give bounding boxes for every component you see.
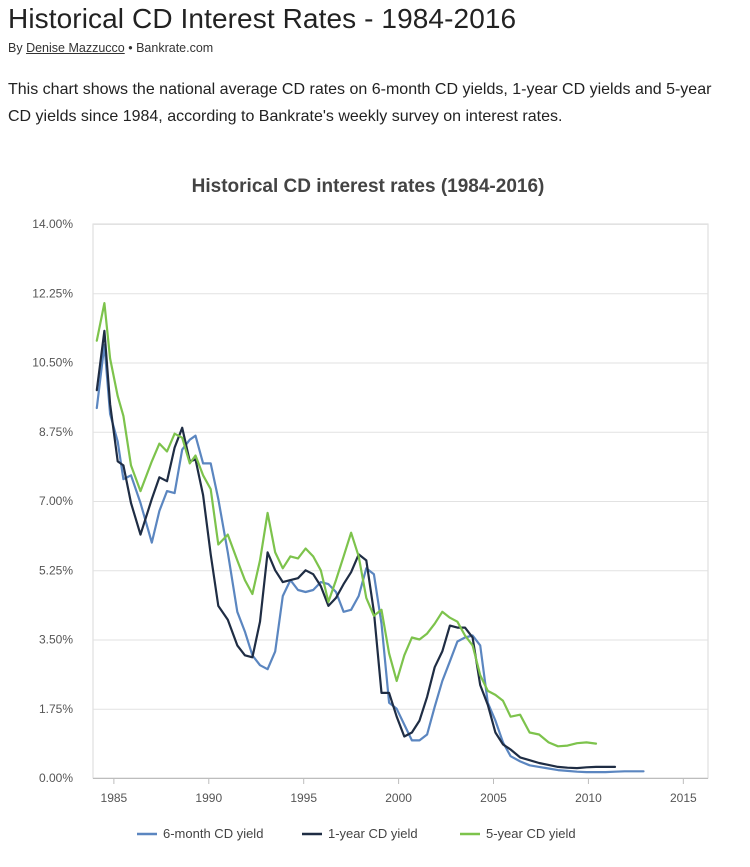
series-line-1 <box>95 343 645 774</box>
series-line-2 <box>95 329 617 770</box>
x-tick-label: 1985 <box>101 791 128 805</box>
x-tick-label: 2015 <box>670 791 697 805</box>
intro-paragraph: This chart shows the national average CD… <box>8 81 712 125</box>
y-tick-label: 14.00% <box>32 217 73 231</box>
byline-separator: • <box>128 41 133 55</box>
x-tick-label: 2010 <box>575 791 602 805</box>
legend-label-2[interactable]: 1-year CD yield <box>328 826 418 841</box>
y-tick-label: 3.50% <box>39 633 73 647</box>
x-tick-label: 2005 <box>480 791 507 805</box>
legend-label-1[interactable]: 6-month CD yield <box>163 826 263 841</box>
y-tick-label: 0.00% <box>39 771 73 785</box>
line-chart: Historical CD interest rates (1984-2016)… <box>32 176 709 841</box>
y-tick-label: 5.25% <box>39 563 73 577</box>
x-tick-label: 1990 <box>195 791 222 805</box>
x-tick-label: 1995 <box>290 791 317 805</box>
chart-title: Historical CD interest rates (1984-2016) <box>192 176 545 197</box>
byline-prefix: By <box>8 41 23 55</box>
author-link[interactable]: Denise Mazzucco <box>26 41 125 55</box>
y-tick-label: 8.75% <box>39 425 73 439</box>
y-tick-label: 10.50% <box>32 356 73 370</box>
page-title: Historical CD Interest Rates - 1984-2016 <box>8 3 517 34</box>
byline: By Denise Mazzucco • Bankrate.com <box>8 41 213 55</box>
y-tick-label: 12.25% <box>32 286 73 300</box>
y-tick-label: 1.75% <box>39 702 73 716</box>
legend-label-3[interactable]: 5-year CD yield <box>486 826 576 841</box>
series-line-3 <box>95 302 598 748</box>
x-tick-label: 2000 <box>385 791 412 805</box>
y-tick-label: 7.00% <box>39 494 73 508</box>
source-name: Bankrate.com <box>136 41 214 55</box>
